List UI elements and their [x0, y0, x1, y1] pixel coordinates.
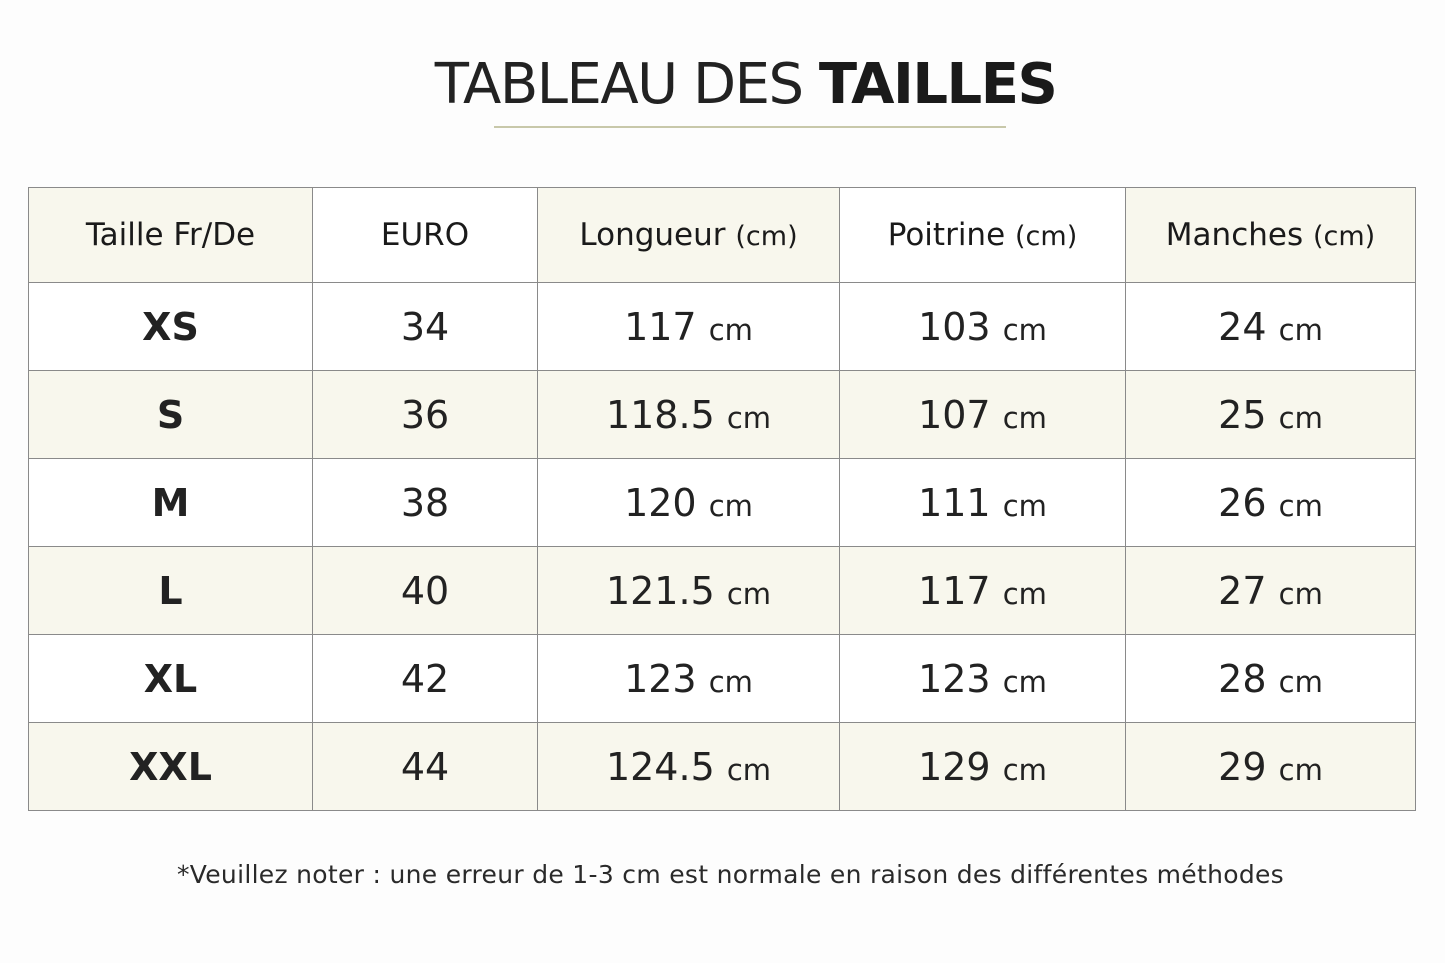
title-light-part: TABLEAU DES: [434, 52, 804, 117]
cell-value: 111: [918, 480, 991, 525]
cell-unit: cm: [708, 664, 753, 699]
cell-value: 103: [918, 304, 991, 349]
cell-size: XL: [28, 634, 313, 723]
cell-unit: cm: [1278, 312, 1323, 347]
cell-manches: 29 cm: [1125, 722, 1416, 811]
header-unit: (cm): [735, 221, 798, 252]
cell-unit: cm: [708, 312, 753, 347]
table-row: XXL 44 124.5 cm 129 cm 29 cm: [28, 722, 1416, 811]
title-bold-part: TAILLES: [818, 52, 1058, 117]
cell-value: 118.5: [605, 392, 715, 437]
table-row: L 40 121.5 cm 117 cm 27 cm: [28, 546, 1416, 635]
cell-value: 29: [1218, 744, 1267, 789]
header-label: EURO: [380, 217, 470, 253]
title-underline: [494, 126, 1006, 128]
cell-unit: cm: [1002, 664, 1047, 699]
cell-value: 121.5: [605, 568, 715, 613]
table-row: M 38 120 cm 111 cm 26 cm: [28, 458, 1416, 547]
cell-longueur: 118.5 cm: [537, 370, 840, 459]
cell-value: 129: [918, 744, 991, 789]
cell-value: 27: [1218, 568, 1267, 613]
cell-size: S: [28, 370, 313, 459]
measurement-footnote: *Veuillez noter : une erreur de 1-3 cm e…: [176, 860, 1285, 889]
cell-euro: 38: [312, 458, 538, 547]
cell-value: 123: [918, 656, 991, 701]
cell-value: 117: [918, 568, 991, 613]
cell-size: M: [28, 458, 313, 547]
cell-unit: cm: [1278, 664, 1323, 699]
cell-value: 26: [1218, 480, 1267, 525]
cell-poitrine: 111 cm: [839, 458, 1126, 547]
cell-longueur: 120 cm: [537, 458, 840, 547]
cell-value: 25: [1218, 392, 1267, 437]
table-row: S 36 118.5 cm 107 cm 25 cm: [28, 370, 1416, 459]
page-title: TABLEAU DES TAILLES: [0, 50, 1445, 120]
cell-value: 28: [1218, 656, 1267, 701]
cell-manches: 27 cm: [1125, 546, 1416, 635]
cell-unit: cm: [1278, 752, 1323, 787]
cell-unit: cm: [1002, 488, 1047, 523]
cell-euro: 34: [312, 282, 538, 371]
cell-value: 117: [624, 304, 697, 349]
cell-unit: cm: [708, 488, 753, 523]
cell-euro: 42: [312, 634, 538, 723]
cell-value: 124.5: [605, 744, 715, 789]
cell-euro: 44: [312, 722, 538, 811]
cell-longueur: 121.5 cm: [537, 546, 840, 635]
cell-poitrine: 129 cm: [839, 722, 1126, 811]
header-poitrine: Poitrine (cm): [839, 187, 1126, 283]
cell-longueur: 123 cm: [537, 634, 840, 723]
table-row: XS 34 117 cm 103 cm 24 cm: [28, 282, 1416, 371]
size-table: Taille Fr/De EURO Longueur (cm) Poitrine…: [28, 187, 1416, 811]
cell-manches: 28 cm: [1125, 634, 1416, 723]
cell-manches: 26 cm: [1125, 458, 1416, 547]
header-longueur: Longueur (cm): [537, 187, 840, 283]
cell-longueur: 124.5 cm: [537, 722, 840, 811]
cell-poitrine: 107 cm: [839, 370, 1126, 459]
cell-unit: cm: [1278, 400, 1323, 435]
cell-unit: cm: [726, 752, 772, 787]
table-header-row: Taille Fr/De EURO Longueur (cm) Poitrine…: [28, 187, 1416, 283]
cell-size: XXL: [28, 722, 313, 811]
cell-unit: cm: [726, 576, 772, 611]
cell-unit: cm: [726, 400, 772, 435]
cell-euro: 36: [312, 370, 538, 459]
header-label: Poitrine: [887, 217, 1006, 253]
header-taille: Taille Fr/De: [28, 187, 313, 283]
header-manches: Manches (cm): [1125, 187, 1416, 283]
cell-euro: 40: [312, 546, 538, 635]
cell-poitrine: 123 cm: [839, 634, 1126, 723]
cell-longueur: 117 cm: [537, 282, 840, 371]
header-label: Manches: [1165, 217, 1304, 253]
cell-value: 120: [624, 480, 697, 525]
cell-manches: 25 cm: [1125, 370, 1416, 459]
header-label: Longueur: [579, 217, 726, 253]
cell-size: XS: [28, 282, 313, 371]
header-label: Taille Fr/De: [85, 217, 256, 253]
cell-poitrine: 103 cm: [839, 282, 1126, 371]
cell-size: L: [28, 546, 313, 635]
cell-unit: cm: [1278, 576, 1323, 611]
cell-unit: cm: [1002, 312, 1047, 347]
header-unit: (cm): [1312, 221, 1376, 252]
cell-value: 24: [1218, 304, 1267, 349]
cell-unit: cm: [1002, 576, 1047, 611]
header-unit: (cm): [1015, 221, 1078, 252]
cell-unit: cm: [1002, 400, 1047, 435]
cell-manches: 24 cm: [1125, 282, 1416, 371]
cell-unit: cm: [1278, 488, 1323, 523]
cell-value: 107: [918, 392, 991, 437]
cell-unit: cm: [1002, 752, 1047, 787]
table-row: XL 42 123 cm 123 cm 28 cm: [28, 634, 1416, 723]
cell-poitrine: 117 cm: [839, 546, 1126, 635]
header-euro: EURO: [312, 187, 538, 283]
cell-value: 123: [624, 656, 697, 701]
